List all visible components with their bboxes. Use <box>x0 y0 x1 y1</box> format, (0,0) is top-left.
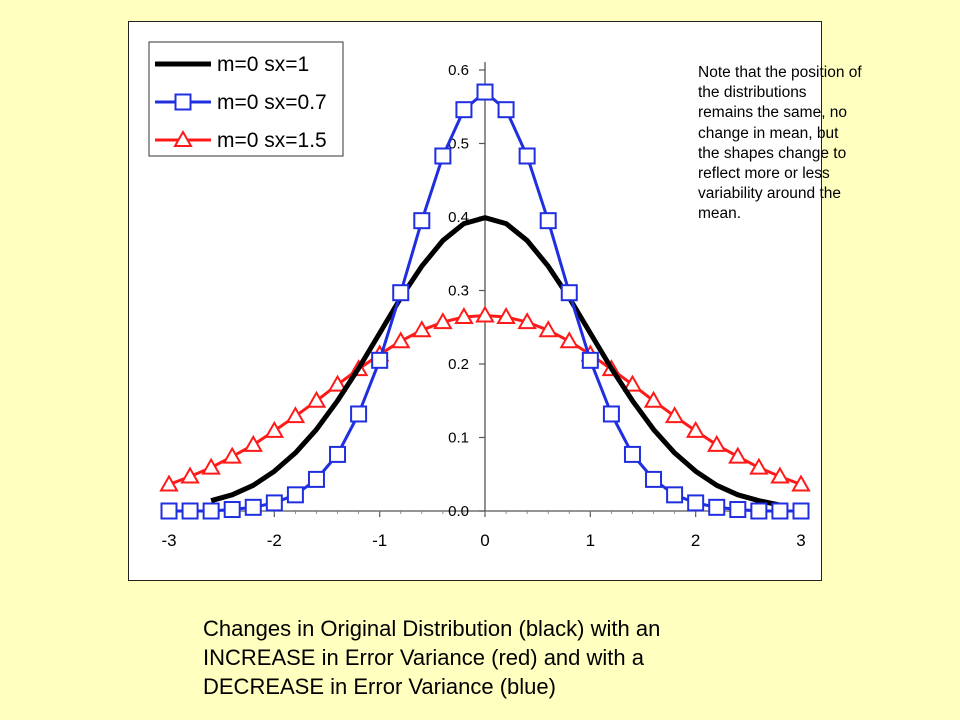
square-marker <box>350 405 368 423</box>
square-marker <box>602 405 620 423</box>
triangle-marker <box>517 312 537 330</box>
square-marker <box>244 498 262 516</box>
triangle-marker <box>475 305 495 323</box>
x-tick-label: 1 <box>586 531 595 550</box>
figure-caption: Changes in Original Distribution (black)… <box>203 616 661 699</box>
triangle-marker <box>728 446 748 464</box>
triangle-marker <box>664 406 685 424</box>
square-marker <box>476 83 494 101</box>
triangle-marker <box>643 390 664 408</box>
square-marker <box>329 445 347 463</box>
y-tick-label: 0.1 <box>448 430 469 447</box>
square-marker <box>286 486 304 504</box>
x-tick-label: 2 <box>691 531 700 550</box>
legend-label: m=0 sx=1.5 <box>217 129 327 152</box>
legend: m=0 sx=1 m=0 sx=0.7 m=0 sx=1.5 <box>148 41 344 157</box>
series-line <box>210 215 781 508</box>
triangle-marker <box>222 446 242 464</box>
square-marker <box>181 502 199 520</box>
square-marker <box>174 93 192 111</box>
triangle-marker <box>285 406 306 424</box>
x-tick-label: -2 <box>267 531 282 550</box>
x-tick-label: -1 <box>372 531 387 550</box>
triangle-marker <box>412 320 432 338</box>
triangle-marker <box>559 331 579 349</box>
triangle-marker <box>201 457 221 475</box>
triangle-marker <box>749 457 769 475</box>
triangle-marker <box>327 374 348 392</box>
square-marker <box>160 502 178 520</box>
series-none <box>210 215 781 508</box>
triangle-marker <box>243 434 263 452</box>
y-tick-label: 0.2 <box>448 356 469 373</box>
triangle-marker <box>454 306 474 324</box>
square-marker <box>497 101 515 119</box>
square-marker <box>392 284 410 302</box>
y-tick-label: 0.5 <box>448 136 469 153</box>
square-marker <box>455 101 473 119</box>
square-marker <box>792 502 810 520</box>
square-marker <box>708 498 726 516</box>
square-marker <box>560 284 578 302</box>
square-marker <box>645 470 663 488</box>
triangle-marker <box>707 434 727 452</box>
triangle-marker <box>496 306 516 324</box>
square-marker <box>687 494 705 512</box>
triangle-marker <box>264 420 285 438</box>
x-tick-label: 3 <box>796 531 805 550</box>
square-marker <box>265 494 283 512</box>
series-square <box>160 83 810 520</box>
square-marker <box>518 147 536 165</box>
y-tick-label: 0.6 <box>448 62 469 79</box>
square-marker <box>729 501 747 519</box>
square-marker <box>223 501 241 519</box>
square-marker <box>413 212 431 230</box>
triangle-marker <box>180 466 200 484</box>
triangle-marker <box>791 474 811 492</box>
x-tick-label: -3 <box>161 531 176 550</box>
triangle-marker <box>538 320 558 338</box>
square-marker <box>666 486 684 504</box>
triangle-marker <box>622 374 643 392</box>
square-marker <box>202 502 220 520</box>
triangle-marker <box>306 390 327 408</box>
legend-label: m=0 sx=1 <box>217 53 309 76</box>
triangle-marker <box>770 466 790 484</box>
chart-panel: -3 -2 -1 0 1 2 3 0.0 0.1 0.2 0.3 0.4 0.5 0.6 m=0 sx=1… <box>128 21 822 581</box>
square-marker <box>750 502 768 520</box>
square-marker <box>434 147 452 165</box>
y-tick-label: 0.0 <box>448 503 469 520</box>
square-marker <box>371 351 389 369</box>
square-marker <box>623 445 641 463</box>
triangle-marker <box>433 312 453 330</box>
triangle-marker <box>159 474 179 492</box>
triangle-marker <box>685 420 706 438</box>
square-marker <box>771 502 789 520</box>
annotation-note: Note that the position of the distributi… <box>698 64 862 223</box>
x-tick-label: 0 <box>480 531 489 550</box>
triangle-marker <box>173 129 193 147</box>
triangle-marker <box>391 331 411 349</box>
square-marker <box>307 470 325 488</box>
y-tick-label: 0.3 <box>448 283 469 300</box>
series-triangle <box>159 305 811 492</box>
line-chart: -3 -2 -1 0 1 2 30.00.10.20.30.40.50.6 m=0 sx=1… <box>148 41 811 550</box>
legend-label: m=0 sx=0.7 <box>217 91 327 114</box>
square-marker <box>581 351 599 369</box>
square-marker <box>539 212 557 230</box>
